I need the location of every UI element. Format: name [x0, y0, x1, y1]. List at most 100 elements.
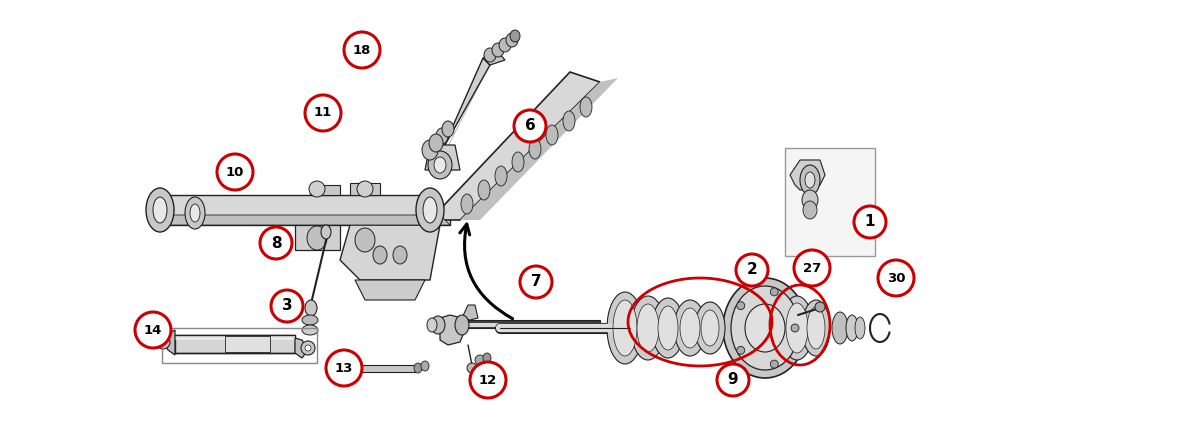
- Ellipse shape: [442, 121, 454, 137]
- Circle shape: [737, 346, 745, 354]
- Bar: [175, 335, 295, 353]
- Ellipse shape: [478, 180, 490, 200]
- Ellipse shape: [637, 304, 659, 352]
- Polygon shape: [425, 145, 460, 170]
- Circle shape: [305, 345, 311, 351]
- Text: 14: 14: [144, 323, 162, 337]
- Bar: [440, 320, 600, 328]
- Polygon shape: [295, 225, 340, 250]
- Ellipse shape: [310, 181, 325, 197]
- Ellipse shape: [414, 363, 422, 373]
- Polygon shape: [163, 330, 175, 355]
- Polygon shape: [160, 195, 450, 225]
- Ellipse shape: [496, 166, 508, 186]
- Ellipse shape: [808, 307, 826, 349]
- Ellipse shape: [373, 246, 386, 264]
- Ellipse shape: [394, 246, 407, 264]
- Ellipse shape: [580, 97, 592, 117]
- Text: 11: 11: [314, 107, 332, 120]
- Polygon shape: [440, 58, 490, 155]
- Ellipse shape: [461, 194, 473, 214]
- Circle shape: [770, 288, 779, 296]
- Circle shape: [271, 290, 302, 322]
- Text: 6: 6: [524, 119, 535, 133]
- Polygon shape: [310, 185, 340, 195]
- Polygon shape: [160, 215, 450, 225]
- Ellipse shape: [529, 139, 541, 159]
- Ellipse shape: [745, 304, 785, 352]
- Text: 2: 2: [746, 262, 757, 277]
- Circle shape: [794, 250, 830, 286]
- Ellipse shape: [482, 353, 491, 363]
- Circle shape: [854, 206, 886, 238]
- Ellipse shape: [335, 362, 346, 374]
- Circle shape: [156, 335, 170, 349]
- Ellipse shape: [305, 300, 317, 316]
- Circle shape: [791, 324, 799, 332]
- Polygon shape: [440, 315, 466, 345]
- Ellipse shape: [613, 300, 637, 356]
- Ellipse shape: [506, 33, 518, 47]
- Bar: [340, 365, 415, 372]
- Ellipse shape: [786, 303, 808, 353]
- Ellipse shape: [701, 310, 719, 346]
- Ellipse shape: [499, 38, 511, 52]
- Ellipse shape: [185, 197, 205, 229]
- Ellipse shape: [355, 228, 374, 252]
- Bar: [226, 336, 270, 352]
- Ellipse shape: [421, 361, 430, 371]
- Ellipse shape: [652, 298, 684, 358]
- Ellipse shape: [467, 363, 478, 373]
- Ellipse shape: [802, 190, 818, 210]
- Ellipse shape: [815, 302, 826, 312]
- Ellipse shape: [322, 225, 331, 239]
- Ellipse shape: [492, 43, 504, 57]
- Text: 13: 13: [335, 362, 353, 375]
- Ellipse shape: [190, 204, 200, 222]
- Polygon shape: [482, 52, 505, 65]
- Circle shape: [520, 266, 552, 298]
- Bar: [162, 328, 317, 363]
- Ellipse shape: [484, 48, 496, 62]
- Circle shape: [718, 364, 749, 396]
- Ellipse shape: [436, 128, 448, 144]
- Polygon shape: [430, 72, 600, 220]
- Circle shape: [514, 110, 546, 142]
- Circle shape: [217, 154, 253, 190]
- Ellipse shape: [674, 300, 706, 356]
- Ellipse shape: [631, 296, 665, 360]
- Ellipse shape: [658, 306, 678, 350]
- Circle shape: [260, 227, 292, 259]
- Text: 7: 7: [530, 274, 541, 289]
- Polygon shape: [350, 183, 380, 195]
- Ellipse shape: [802, 300, 830, 356]
- Bar: [785, 148, 875, 256]
- Ellipse shape: [475, 355, 485, 365]
- Ellipse shape: [607, 292, 643, 364]
- Ellipse shape: [424, 197, 437, 223]
- Circle shape: [301, 341, 314, 355]
- Text: 10: 10: [226, 166, 244, 178]
- Ellipse shape: [146, 188, 174, 232]
- Ellipse shape: [800, 165, 820, 195]
- Ellipse shape: [358, 181, 373, 197]
- Text: 27: 27: [803, 261, 821, 274]
- Ellipse shape: [302, 325, 318, 335]
- Circle shape: [737, 302, 745, 310]
- Polygon shape: [462, 305, 478, 320]
- Circle shape: [134, 312, 172, 348]
- Ellipse shape: [563, 111, 575, 131]
- Ellipse shape: [510, 30, 520, 42]
- Ellipse shape: [846, 315, 858, 341]
- Ellipse shape: [431, 316, 445, 334]
- Ellipse shape: [731, 286, 799, 370]
- Ellipse shape: [805, 172, 815, 188]
- Circle shape: [326, 350, 362, 386]
- Ellipse shape: [832, 312, 848, 344]
- Bar: [175, 335, 295, 340]
- Polygon shape: [295, 338, 308, 358]
- Ellipse shape: [428, 151, 452, 179]
- Circle shape: [470, 362, 506, 398]
- Circle shape: [770, 360, 779, 368]
- Ellipse shape: [307, 226, 326, 250]
